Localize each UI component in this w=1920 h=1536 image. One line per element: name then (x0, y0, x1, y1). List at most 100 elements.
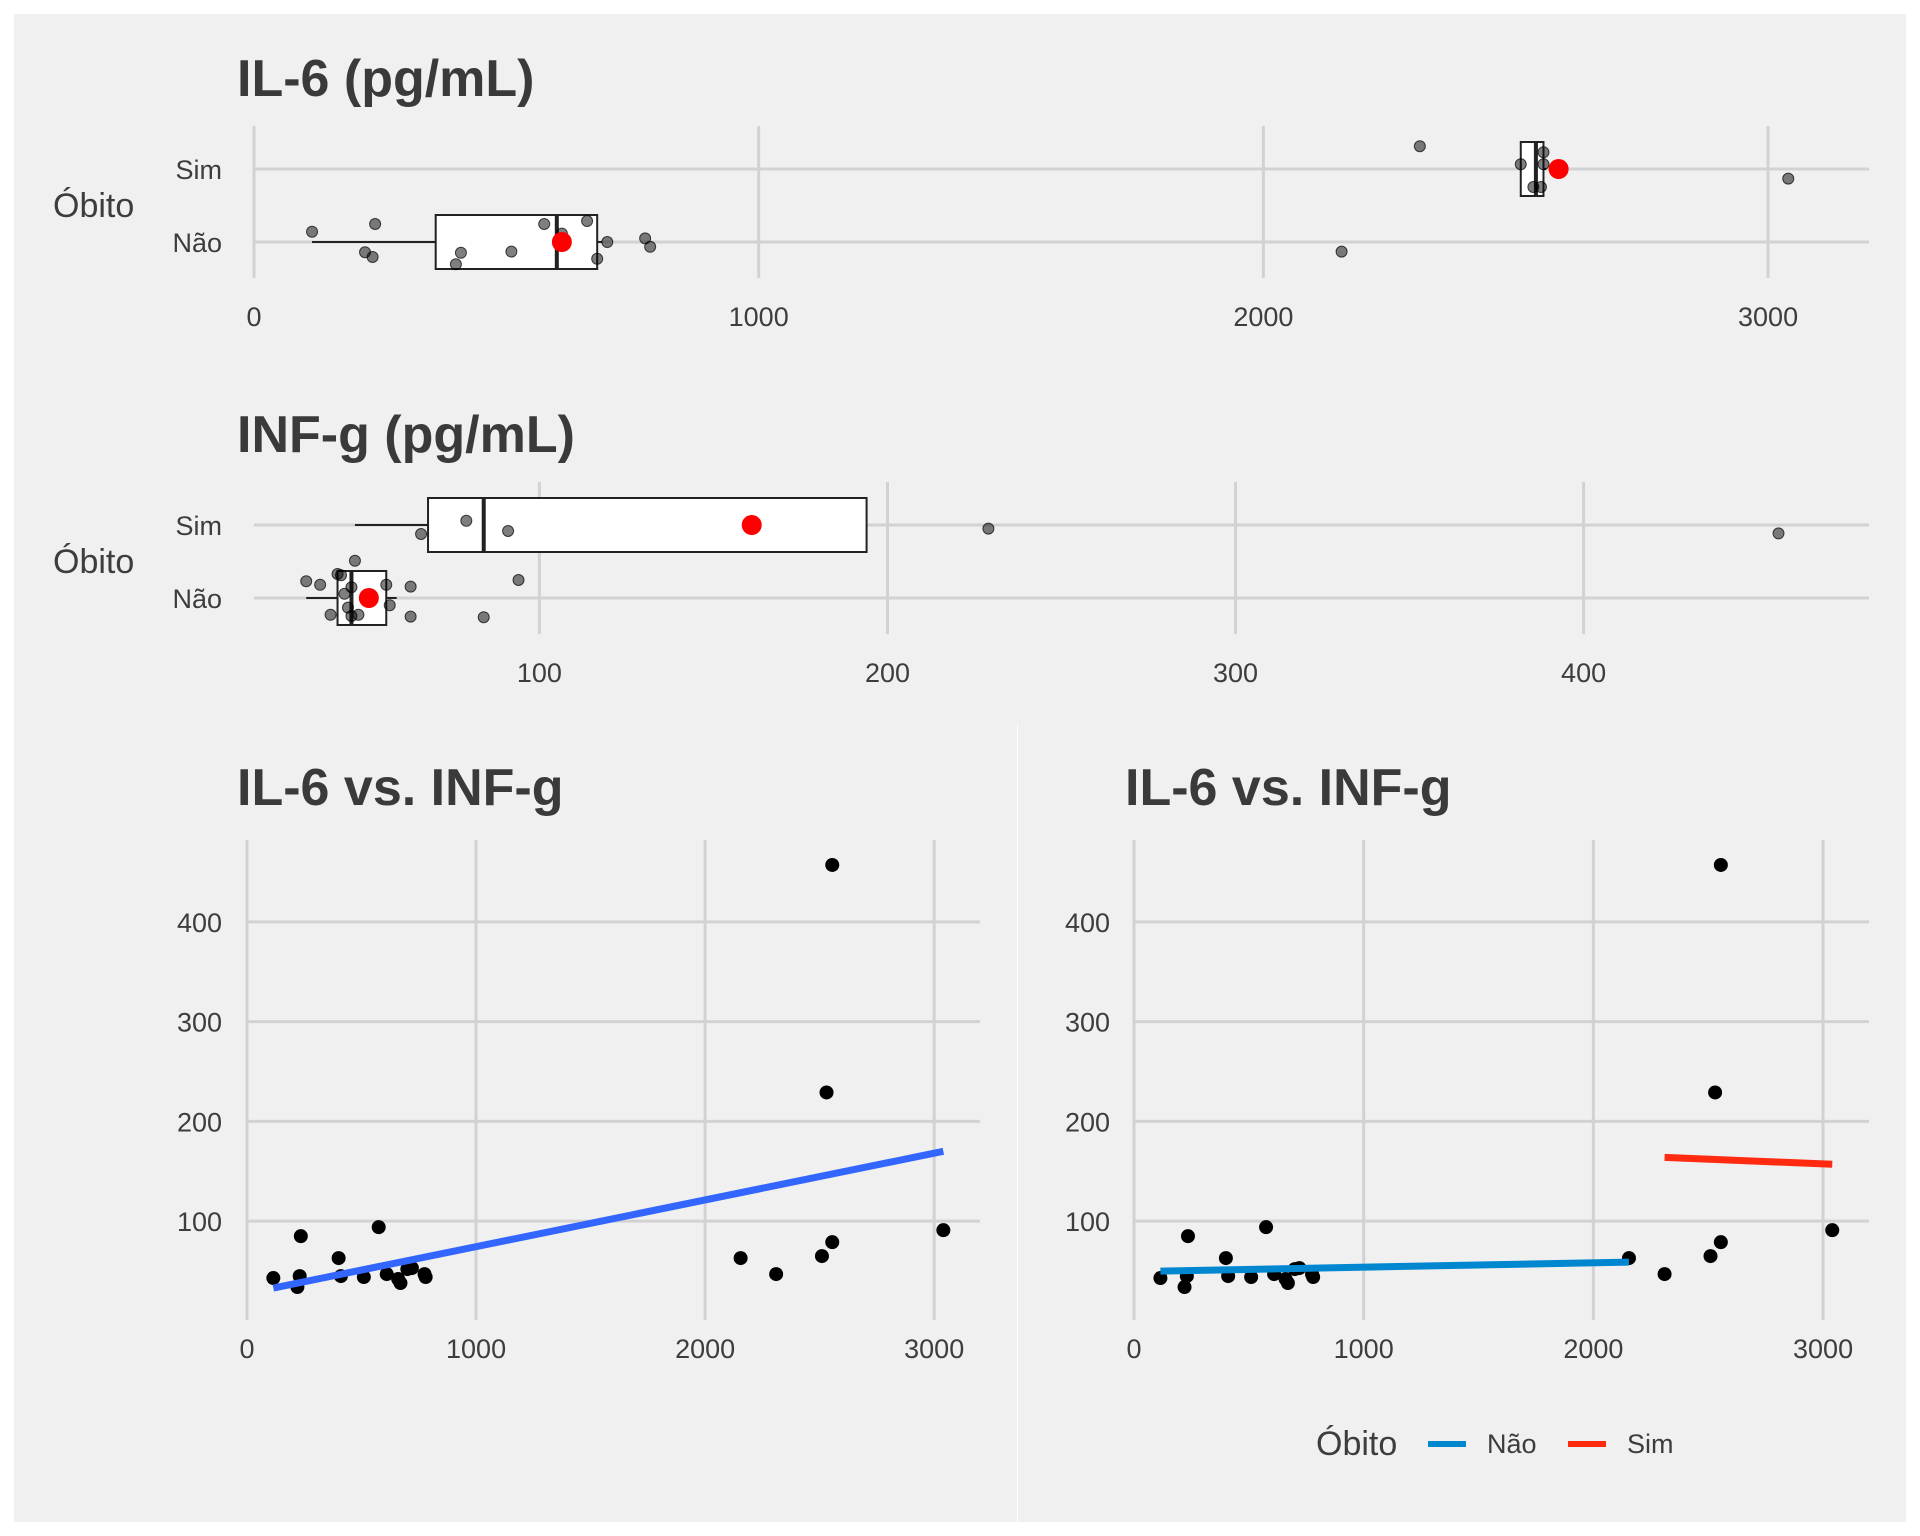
scatter-point (769, 1267, 784, 1282)
scatter-point (1218, 1251, 1233, 1266)
legend-label-nao: Não (1487, 1429, 1537, 1459)
jitter-point (306, 225, 319, 238)
scatter-il6-infg-by-obito: IL-6 vs. INF-g 0 1000 2000 3000 100 200 300 400 (1065, 759, 1869, 1364)
y-tick-label: Sim (176, 155, 223, 185)
scatter-point (825, 1235, 840, 1250)
jitter-point (1413, 140, 1426, 153)
y-axis-label: Óbito (53, 543, 134, 581)
jitter-point (449, 258, 462, 271)
jitter-point (477, 611, 490, 624)
legend-label-sim: Sim (1627, 1429, 1674, 1459)
scatter-point (1713, 857, 1728, 872)
jitter-point (1537, 146, 1550, 159)
y-tick-label: 400 (1065, 908, 1110, 938)
y-tick-label: 200 (1065, 1107, 1110, 1137)
x-tick-label: 2000 (1563, 1334, 1623, 1364)
scatter-point (1177, 1280, 1192, 1295)
jitter-point (454, 246, 467, 259)
jitter-point (591, 252, 604, 265)
mean-point (358, 588, 379, 608)
scatter-point (1244, 1270, 1259, 1285)
chart-title: IL-6 vs. INF-g (237, 759, 563, 817)
chart-title: IL-6 (pg/mL) (237, 50, 535, 108)
jitter-point (1772, 527, 1785, 540)
x-tick-label: 2000 (675, 1334, 735, 1364)
jitter-point (644, 240, 657, 253)
scatter-point (404, 1261, 419, 1276)
scatter-point (393, 1276, 408, 1291)
y-tick-label: Não (172, 584, 222, 614)
x-tick-label: 100 (517, 658, 562, 688)
jitter-point (581, 215, 594, 227)
x-tick-label: 400 (1561, 658, 1606, 688)
y-tick-label: 100 (177, 1207, 222, 1237)
y-tick-label: 200 (177, 1107, 222, 1137)
jitter-point (1534, 181, 1547, 193)
scatter-point (1180, 1229, 1195, 1244)
y-tick-label: 100 (1065, 1207, 1110, 1237)
y-tick-label: Sim (176, 511, 223, 541)
jitter-point (404, 580, 417, 593)
y-tick-label: 300 (1065, 1008, 1110, 1038)
scatter-point (825, 857, 840, 872)
jitter-point (415, 528, 428, 540)
jitter-point (314, 578, 327, 591)
scatter-point (819, 1085, 834, 1100)
fit-line (272, 1147, 945, 1292)
fit-line (1664, 1153, 1833, 1168)
scatter-point (1153, 1271, 1168, 1286)
x-tick-label: 0 (239, 1334, 254, 1364)
scatter-point (1259, 1220, 1274, 1235)
jitter-point (1514, 158, 1527, 171)
jitter-point (1537, 158, 1550, 171)
jitter-point (345, 581, 358, 594)
scatter-point (1703, 1249, 1718, 1264)
scatter-point (418, 1270, 433, 1285)
jitter-point (502, 525, 515, 537)
jitter-point (383, 599, 396, 612)
jitter-point (369, 218, 382, 230)
x-tick-label: 3000 (904, 1334, 964, 1364)
jitter-point (538, 218, 551, 230)
panel-bottom-right-background (1018, 724, 1906, 1522)
jitter-point (352, 608, 365, 621)
x-tick-label: 200 (865, 658, 910, 688)
scatter-point (379, 1267, 394, 1282)
x-tick-label: 300 (1213, 658, 1258, 688)
scatter-point (936, 1223, 951, 1238)
fit-line (1160, 1258, 1630, 1275)
scatter-point (1657, 1267, 1672, 1282)
jitter-point (1335, 245, 1348, 258)
jitter-point (1782, 172, 1795, 185)
x-tick-label: 1000 (1334, 1334, 1394, 1364)
scatter-point (1825, 1223, 1840, 1238)
jitter-point (512, 574, 525, 586)
x-tick-label: 1000 (446, 1334, 506, 1364)
il6-boxplot: IL-6 (pg/mL) Óbito 0 1000 2000 3000 Sim Não (53, 50, 1869, 332)
mean-point (1548, 159, 1569, 179)
y-tick-label: Não (172, 228, 222, 258)
panel-bottom-left-background (14, 724, 1017, 1522)
jitter-point (404, 610, 417, 623)
x-tick-label: 0 (1126, 1334, 1141, 1364)
legend-title: Óbito (1316, 1425, 1397, 1463)
x-tick-label: 3000 (1738, 302, 1798, 332)
jitter-point (324, 608, 337, 621)
jitter-point (505, 245, 518, 258)
jitter-point (348, 554, 361, 567)
scatter-point (331, 1251, 346, 1266)
infg-boxplot: INF-g (pg/mL) Óbito 100 200 300 400 Sim Não (53, 406, 1869, 688)
scatter-point (1306, 1270, 1321, 1285)
chart-title: IL-6 vs. INF-g (1125, 759, 1451, 817)
jitter-point (300, 575, 313, 588)
jitter-point (601, 236, 614, 248)
jitter-point (366, 251, 379, 263)
chart-title: INF-g (pg/mL) (237, 406, 575, 464)
y-tick-label: 300 (177, 1008, 222, 1038)
jitter-point (380, 578, 393, 591)
scatter-point (1708, 1085, 1723, 1100)
jitter-point (982, 522, 995, 535)
x-tick-label: 0 (246, 302, 261, 332)
scatter-il6-infg-overall: IL-6 vs. INF-g 0 1000 2000 3000 100 200 300 400 (177, 759, 980, 1364)
scatter-point (814, 1249, 829, 1264)
